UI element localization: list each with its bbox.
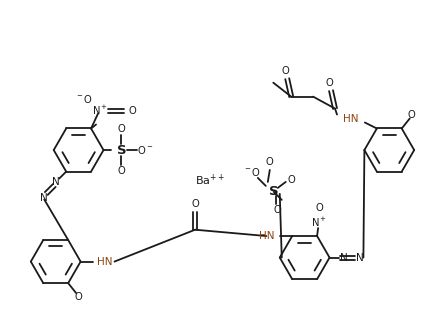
Text: N: N (340, 253, 347, 263)
Text: O: O (325, 78, 333, 88)
Text: O: O (315, 203, 323, 213)
Text: O: O (266, 157, 274, 167)
Text: O: O (281, 66, 289, 76)
Text: HN: HN (258, 231, 274, 241)
Text: N$^+$: N$^+$ (92, 104, 108, 117)
Text: O$^-$: O$^-$ (137, 144, 154, 156)
Text: N$^+$: N$^+$ (311, 215, 327, 229)
Text: $^-$O: $^-$O (75, 93, 93, 105)
Text: N: N (355, 253, 363, 263)
Text: HN: HN (343, 113, 358, 124)
Text: S: S (117, 144, 126, 157)
Text: O: O (128, 106, 136, 116)
Text: $^-$O: $^-$O (243, 166, 261, 178)
Text: O: O (408, 110, 416, 120)
Text: O: O (288, 175, 295, 185)
Text: N: N (52, 176, 60, 187)
Text: O: O (74, 292, 82, 302)
Text: N: N (40, 192, 48, 202)
Text: O: O (118, 124, 125, 134)
Text: O: O (191, 199, 199, 209)
Text: S: S (269, 185, 278, 198)
Text: O: O (118, 166, 125, 176)
Text: O: O (274, 205, 282, 215)
Text: HN: HN (97, 256, 112, 266)
Text: Ba$^{++}$: Ba$^{++}$ (195, 172, 225, 188)
